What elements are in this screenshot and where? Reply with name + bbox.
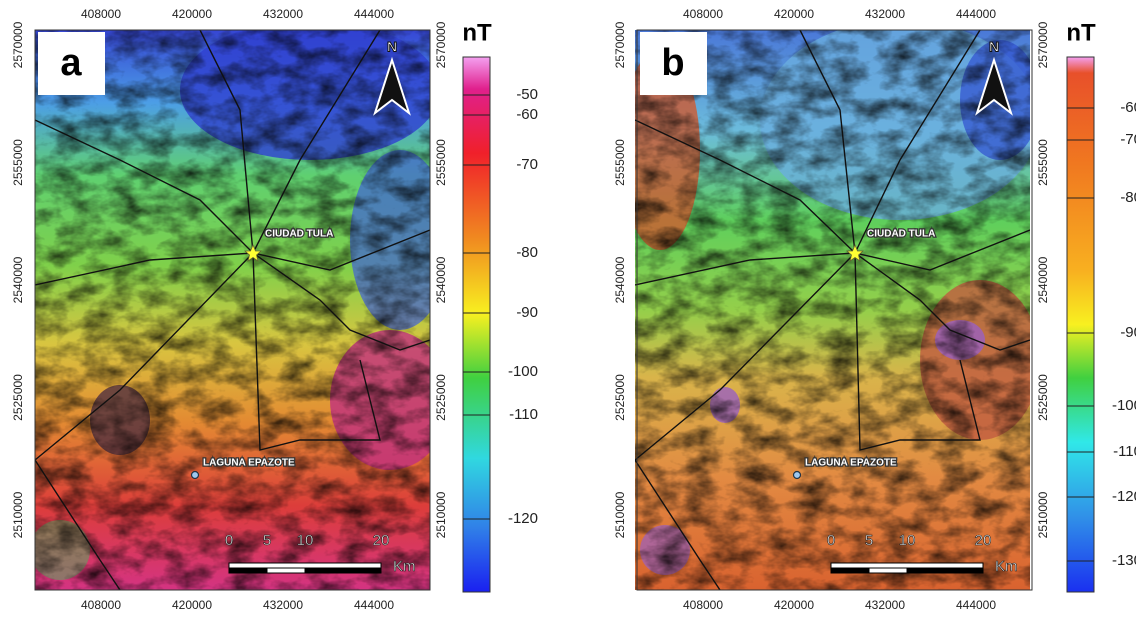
- y-tick-label: 2540000: [613, 256, 627, 303]
- x-tick-label: 432000: [865, 598, 905, 612]
- map-a: [30, 20, 450, 590]
- y-tick-label: 2570000: [11, 21, 25, 68]
- y-tick-label: 2510000: [1036, 491, 1050, 538]
- y-tick-label: 2555000: [11, 139, 25, 186]
- colorbar-label: -90: [1120, 324, 1136, 341]
- scale-label: 20: [373, 532, 390, 549]
- y-tick-label: 2540000: [1036, 256, 1050, 303]
- colorbar-label: -90: [516, 304, 538, 321]
- colorbar-label: -60: [1120, 99, 1136, 116]
- y-tick-label: 2555000: [434, 139, 448, 186]
- colorbar-label: -100: [1112, 397, 1136, 414]
- y-tick-label: 2555000: [1036, 139, 1050, 186]
- place-label: LAGUNA EPAZOTE: [805, 458, 897, 469]
- y-tick-label: 2570000: [613, 21, 627, 68]
- scale-label: 10: [899, 532, 916, 549]
- y-tick-label: 2525000: [11, 374, 25, 421]
- colorbar: [463, 57, 490, 592]
- colorbar-title: nT: [1066, 19, 1096, 46]
- colorbar-label: -110: [509, 406, 538, 423]
- x-tick-label: 420000: [172, 598, 212, 612]
- x-tick-label: 408000: [81, 598, 121, 612]
- y-tick-label: 2570000: [1036, 21, 1050, 68]
- colorbar-label: -70: [1120, 131, 1136, 148]
- y-tick-label: 2570000: [434, 21, 448, 68]
- y-tick-label: 2540000: [11, 256, 25, 303]
- colorbar-label: -130: [1112, 552, 1136, 569]
- colorbar-label: -80: [1120, 189, 1136, 206]
- x-tick-label: 444000: [956, 7, 996, 21]
- y-tick-label: 2510000: [434, 491, 448, 538]
- y-tick-label: 2525000: [613, 374, 627, 421]
- colorbar-label: -60: [516, 106, 538, 123]
- scale-segment: [229, 563, 381, 568]
- x-tick-label: 432000: [263, 598, 303, 612]
- x-tick-label: 408000: [81, 7, 121, 21]
- x-tick-label: 420000: [774, 598, 814, 612]
- y-tick-label: 2555000: [613, 139, 627, 186]
- place-label: LAGUNA EPAZOTE: [203, 458, 295, 469]
- x-tick-label: 420000: [172, 7, 212, 21]
- x-tick-label: 444000: [354, 7, 394, 21]
- x-tick-label: 432000: [865, 7, 905, 21]
- scale-unit: Km: [995, 558, 1018, 575]
- panel-label: a: [60, 42, 82, 84]
- y-tick-label: 2510000: [11, 491, 25, 538]
- map-b: [620, 20, 1040, 590]
- scale-label: 5: [865, 532, 873, 549]
- panel-label: b: [661, 42, 684, 84]
- x-tick-label: 432000: [263, 7, 303, 21]
- scale-segment: [831, 563, 983, 568]
- colorbar-title: nT: [462, 19, 492, 46]
- place-label: CIUDAD TULA: [867, 229, 935, 240]
- lake-marker: [794, 472, 801, 479]
- y-tick-label: 2510000: [613, 491, 627, 538]
- colorbar-label: -100: [508, 363, 538, 380]
- colorbar-label: -120: [508, 510, 538, 527]
- place-label: CIUDAD TULA: [265, 229, 333, 240]
- scale-label: 5: [263, 532, 271, 549]
- north-label: N: [989, 39, 999, 55]
- scale-label: 0: [225, 532, 233, 549]
- x-tick-label: 444000: [956, 598, 996, 612]
- scale-label: 0: [827, 532, 835, 549]
- colorbar-label: -50: [516, 86, 538, 103]
- scale-unit: Km: [393, 558, 416, 575]
- colorbar-label: -80: [516, 244, 538, 261]
- colorbar-label: -70: [516, 156, 538, 173]
- x-tick-label: 408000: [683, 598, 723, 612]
- scale-label: 20: [975, 532, 992, 549]
- north-label: N: [387, 39, 397, 55]
- colorbar: [1067, 57, 1094, 592]
- x-tick-label: 420000: [774, 7, 814, 21]
- colorbar-label: -110: [1113, 443, 1136, 460]
- x-tick-label: 408000: [683, 7, 723, 21]
- y-tick-label: 2525000: [1036, 374, 1050, 421]
- x-tick-label: 444000: [354, 598, 394, 612]
- figure: 408000 408000 420000 420000 432000 432000 4440…: [0, 0, 1136, 617]
- colorbar-label: -120: [1112, 488, 1136, 505]
- y-tick-label: 2525000: [434, 374, 448, 421]
- scale-label: 10: [297, 532, 314, 549]
- lake-marker: [192, 472, 199, 479]
- y-tick-label: 2540000: [434, 256, 448, 303]
